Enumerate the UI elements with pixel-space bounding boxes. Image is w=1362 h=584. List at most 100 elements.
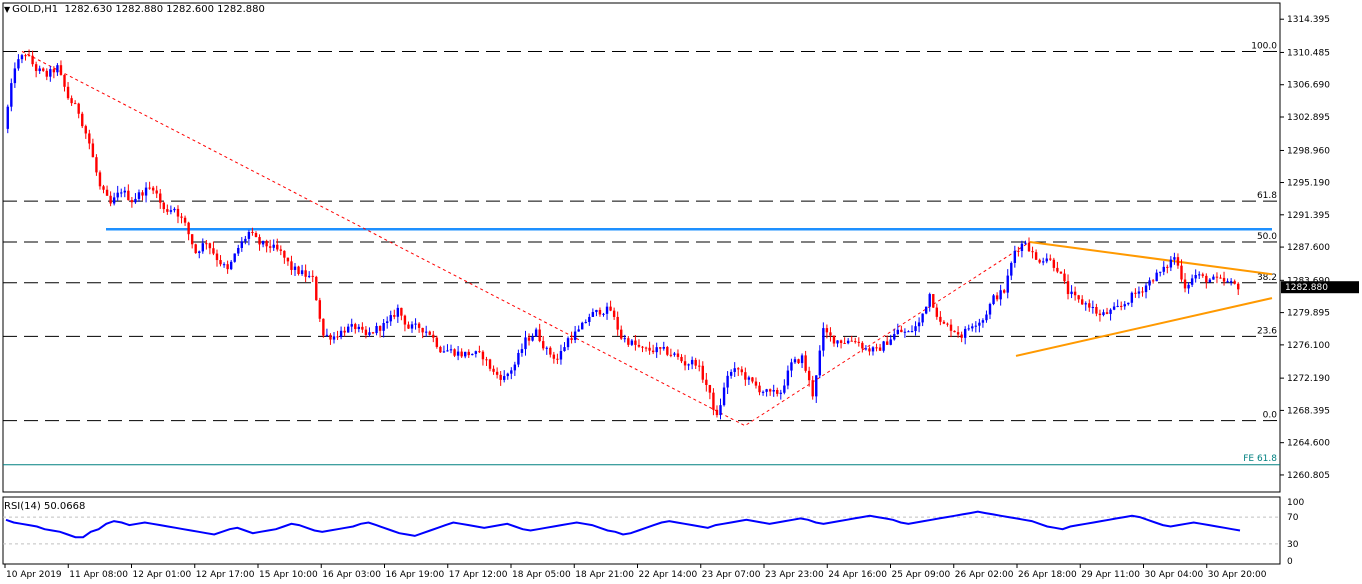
candle-body[interactable]: [527, 337, 531, 341]
candle-body[interactable]: [694, 359, 697, 366]
candle-body[interactable]: [396, 307, 400, 317]
candle-body[interactable]: [499, 374, 502, 380]
candle-body[interactable]: [27, 55, 31, 57]
candle-body[interactable]: [825, 328, 829, 333]
candle-body[interactable]: [559, 351, 563, 360]
candle-body[interactable]: [84, 126, 87, 134]
candle-body[interactable]: [1190, 278, 1194, 285]
candle-body[interactable]: [20, 55, 24, 60]
candle-body[interactable]: [790, 362, 793, 371]
candle-body[interactable]: [751, 377, 754, 382]
candle-body[interactable]: [839, 340, 843, 343]
candle-body[interactable]: [786, 370, 790, 386]
candle-body[interactable]: [307, 275, 311, 277]
candle-body[interactable]: [446, 350, 449, 352]
candle-body[interactable]: [1155, 272, 1158, 282]
candle-body[interactable]: [49, 69, 52, 77]
candle-body[interactable]: [999, 290, 1002, 300]
candle-body[interactable]: [768, 389, 772, 392]
candle-body[interactable]: [300, 270, 304, 275]
candle-body[interactable]: [648, 347, 651, 351]
candle-body[interactable]: [1081, 299, 1084, 305]
candle-body[interactable]: [914, 326, 917, 332]
candle-body[interactable]: [1066, 281, 1070, 295]
candle-body[interactable]: [708, 384, 712, 393]
candle-body[interactable]: [676, 353, 680, 357]
candle-body[interactable]: [166, 209, 169, 212]
candle-body[interactable]: [935, 307, 939, 317]
candle-body[interactable]: [31, 55, 34, 65]
candle-body[interactable]: [481, 351, 485, 360]
candle-body[interactable]: [325, 334, 329, 336]
candle-body[interactable]: [1116, 305, 1119, 307]
candle-body[interactable]: [978, 322, 981, 326]
candle-body[interactable]: [634, 340, 637, 345]
candle-body[interactable]: [1052, 259, 1056, 268]
candle-body[interactable]: [832, 335, 836, 344]
candle-body[interactable]: [974, 325, 978, 327]
candle-body[interactable]: [208, 243, 212, 249]
candle-body[interactable]: [545, 347, 548, 349]
candle-body[interactable]: [495, 371, 499, 375]
candle-body[interactable]: [52, 69, 56, 73]
candle-body[interactable]: [747, 377, 751, 380]
candle-body[interactable]: [432, 334, 435, 338]
candle-body[interactable]: [1169, 259, 1173, 268]
candle-body[interactable]: [804, 355, 807, 371]
candle-body[interactable]: [212, 248, 215, 254]
candle-body[interactable]: [896, 329, 900, 335]
candle-body[interactable]: [407, 324, 410, 329]
candle-body[interactable]: [946, 323, 949, 325]
candle-body[interactable]: [155, 190, 158, 194]
candle-body[interactable]: [924, 306, 928, 314]
candle-body[interactable]: [339, 330, 343, 338]
candle-body[interactable]: [949, 324, 953, 331]
candle-body[interactable]: [357, 326, 361, 330]
candle-body[interactable]: [1073, 291, 1077, 296]
candle-body[interactable]: [917, 322, 921, 327]
candle-body[interactable]: [1134, 292, 1137, 294]
candle-body[interactable]: [719, 405, 722, 416]
candle-body[interactable]: [318, 300, 322, 319]
candle-body[interactable]: [850, 340, 853, 342]
candle-body[interactable]: [45, 70, 48, 77]
candle-body[interactable]: [1041, 261, 1045, 263]
candle-body[interactable]: [829, 332, 832, 336]
candle-body[interactable]: [846, 340, 850, 344]
candle-body[interactable]: [226, 264, 229, 270]
candle-body[interactable]: [1017, 250, 1020, 252]
candle-body[interactable]: [598, 309, 602, 315]
candle-body[interactable]: [492, 368, 495, 372]
candle-body[interactable]: [474, 351, 478, 354]
candle-body[interactable]: [439, 346, 442, 353]
candle-body[interactable]: [549, 347, 552, 355]
candle-body[interactable]: [435, 337, 439, 347]
candle-body[interactable]: [77, 103, 80, 114]
candle-body[interactable]: [159, 193, 162, 203]
candle-body[interactable]: [1105, 312, 1109, 314]
candle-body[interactable]: [162, 202, 165, 210]
candle-body[interactable]: [120, 192, 123, 194]
candle-body[interactable]: [538, 329, 541, 342]
candle-body[interactable]: [109, 195, 112, 204]
candle-body[interactable]: [1183, 279, 1187, 289]
candle-body[interactable]: [1077, 295, 1080, 300]
candle-body[interactable]: [467, 351, 470, 356]
candle-body[interactable]: [1127, 302, 1130, 305]
candle-body[interactable]: [655, 347, 658, 353]
candle-body[interactable]: [141, 192, 144, 196]
candle-body[interactable]: [254, 233, 258, 238]
candle-body[interactable]: [591, 312, 595, 317]
candle-body[interactable]: [283, 250, 286, 258]
candle-body[interactable]: [240, 241, 244, 248]
candle-body[interactable]: [822, 328, 825, 351]
candle-body[interactable]: [722, 387, 726, 406]
candle-body[interactable]: [637, 344, 641, 347]
candle-body[interactable]: [1212, 276, 1215, 280]
candle-body[interactable]: [1102, 312, 1105, 316]
candle-body[interactable]: [1109, 309, 1112, 314]
candle-body[interactable]: [729, 371, 733, 376]
candle-body[interactable]: [616, 316, 619, 330]
candle-body[interactable]: [410, 324, 414, 329]
candle-body[interactable]: [666, 347, 669, 355]
